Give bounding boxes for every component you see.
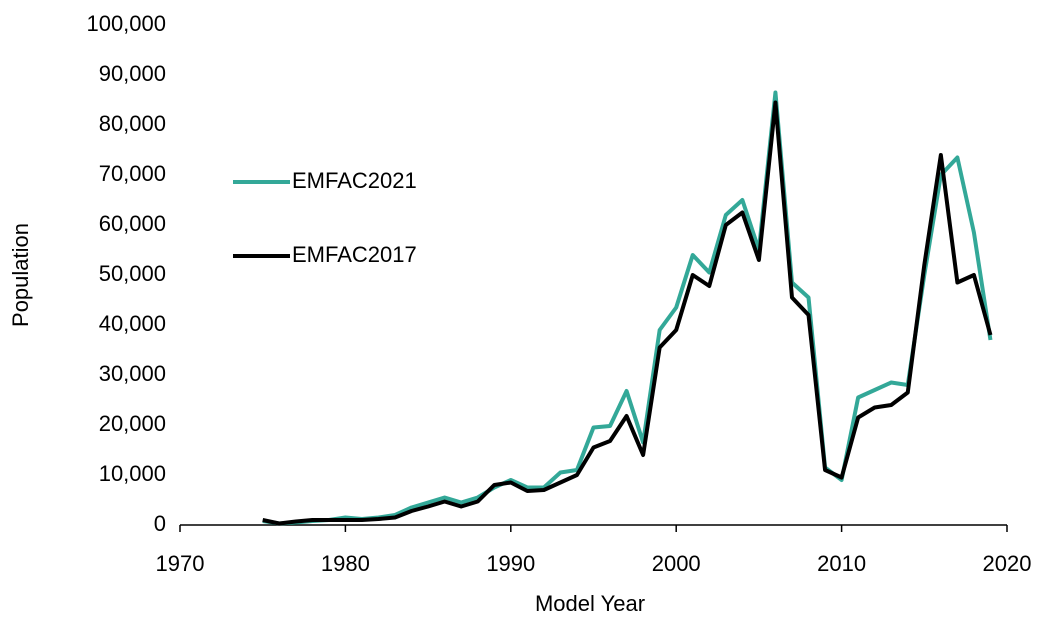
legend-label: EMFAC2021: [292, 168, 417, 193]
y-tick-label: 30,000: [99, 361, 166, 386]
y-tick-label: 0: [154, 511, 166, 536]
legend-label: EMFAC2017: [292, 242, 417, 267]
y-tick-label: 10,000: [99, 461, 166, 486]
x-axis-label: Model Year: [535, 591, 645, 616]
series-line: [262, 90, 993, 526]
x-tick-label: 1970: [156, 551, 205, 576]
y-tick-label: 50,000: [99, 261, 166, 286]
y-tick-label: 90,000: [99, 61, 166, 86]
y-tick-label: 100,000: [86, 11, 166, 36]
x-tick-label: 2010: [817, 551, 866, 576]
x-tick-label: 2020: [983, 551, 1032, 576]
x-tick-label: 1980: [321, 551, 370, 576]
y-tick-label: 40,000: [99, 311, 166, 336]
series-line: [262, 100, 993, 526]
y-tick-label: 60,000: [99, 211, 166, 236]
y-tick-label: 70,000: [99, 161, 166, 186]
y-axis-label: Population: [8, 223, 33, 327]
x-tick-label: 2000: [652, 551, 701, 576]
x-tick-label: 1990: [486, 551, 535, 576]
y-tick-label: 80,000: [99, 111, 166, 136]
y-tick-label: 20,000: [99, 411, 166, 436]
